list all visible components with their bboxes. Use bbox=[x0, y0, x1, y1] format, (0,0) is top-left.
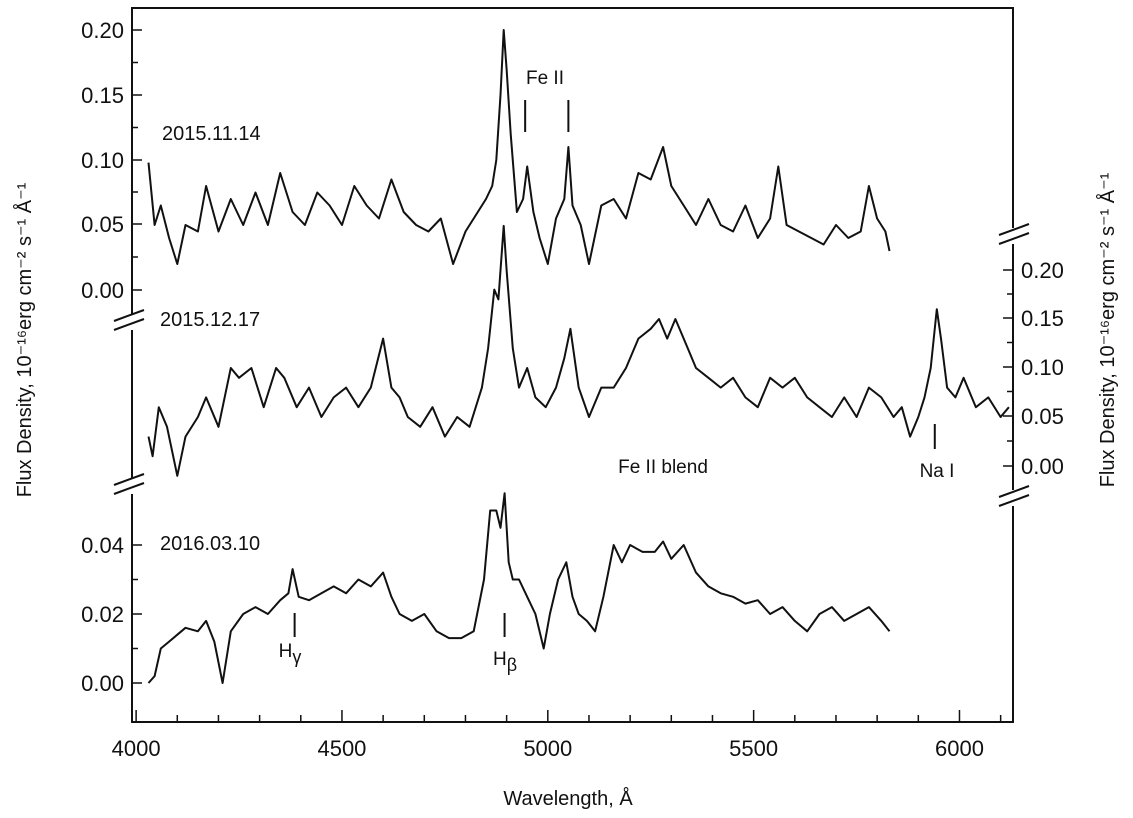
spectrum-line-2016.03.10 bbox=[147, 492, 891, 684]
y-axes: 0.00 0.05 0.10 0.15 0.20 0.00 0.05 0.10 0.15 0.20… bbox=[81, 18, 1064, 696]
y-tick-label: 0.02 bbox=[81, 602, 124, 627]
right-axis-break-mask bbox=[995, 490, 1031, 506]
annotations: Fe II Fe II blend Na I Hγ Hβ bbox=[279, 68, 955, 675]
axis-titles: Wavelength, Å Flux Density, 10⁻¹⁶erg cm⁻… bbox=[13, 172, 1119, 810]
right-axis-break-mask bbox=[995, 228, 1031, 244]
y-tick-label: 0.04 bbox=[81, 533, 124, 558]
x-axis: 4000 4500 5000 5500 6000 bbox=[112, 710, 1002, 761]
x-axis-title: Wavelength, Å bbox=[503, 787, 633, 810]
x-tick-label: 4000 bbox=[112, 736, 161, 761]
right-axis-break-mark bbox=[998, 485, 1030, 498]
left-axis-break-mark bbox=[113, 482, 145, 495]
y-tick-label: 0.20 bbox=[81, 18, 124, 43]
y-tick-label: 0.15 bbox=[81, 83, 124, 108]
series-label: 2015.12.17 bbox=[160, 309, 260, 331]
left-axis-break-mark bbox=[113, 309, 145, 322]
series-label: 2016.03.10 bbox=[160, 533, 260, 555]
y-tick-label: 0.00 bbox=[81, 278, 124, 303]
y-tick-label: 0.10 bbox=[81, 148, 124, 173]
x-tick-label: 5000 bbox=[523, 736, 572, 761]
x-tick-label: 4500 bbox=[317, 736, 366, 761]
left-axis-break-mark bbox=[113, 318, 145, 331]
plot-border bbox=[131, 7, 1014, 723]
y-tick-label: 0.05 bbox=[1021, 404, 1064, 429]
right-y-axis-title: Flux Density, 10⁻¹⁶erg cm⁻² s⁻¹ Å⁻¹ bbox=[1096, 172, 1119, 487]
annotation-label: Fe II blend bbox=[618, 457, 708, 478]
annotation-label: Hβ bbox=[493, 649, 517, 675]
series-label: 2015.11.14 bbox=[162, 123, 261, 145]
x-tick-label: 5500 bbox=[729, 736, 778, 761]
annotation-label: Na I bbox=[920, 461, 955, 482]
y-tick-label: 0.20 bbox=[1021, 258, 1064, 283]
left-axis-break-mark bbox=[113, 473, 145, 486]
plot-frame bbox=[113, 7, 1031, 723]
y-tick-label: 0.10 bbox=[1021, 355, 1064, 380]
y-tick-label: 0.00 bbox=[81, 671, 124, 696]
right-axis-break-mark bbox=[998, 494, 1030, 507]
annotation-label: Hγ bbox=[279, 641, 302, 667]
left-y-axis-title: Flux Density, 10⁻¹⁶erg cm⁻² s⁻¹ Å⁻¹ bbox=[13, 182, 36, 497]
right-axis-break-mark bbox=[998, 223, 1030, 236]
annotation-label: Fe II bbox=[526, 68, 564, 89]
spectrum-line-2015.11.14 bbox=[147, 29, 891, 265]
spectrum-lines: 2015.11.14 2015.12.17 2016.03.10 bbox=[147, 29, 1010, 684]
right-axis-break-mark bbox=[998, 232, 1030, 245]
y-tick-label: 0.00 bbox=[1021, 454, 1064, 479]
y-tick-label: 0.05 bbox=[81, 212, 124, 237]
x-tick-label: 6000 bbox=[935, 736, 984, 761]
y-tick-label: 0.15 bbox=[1021, 306, 1064, 331]
spectrum-line-2015.12.17 bbox=[147, 224, 1010, 477]
